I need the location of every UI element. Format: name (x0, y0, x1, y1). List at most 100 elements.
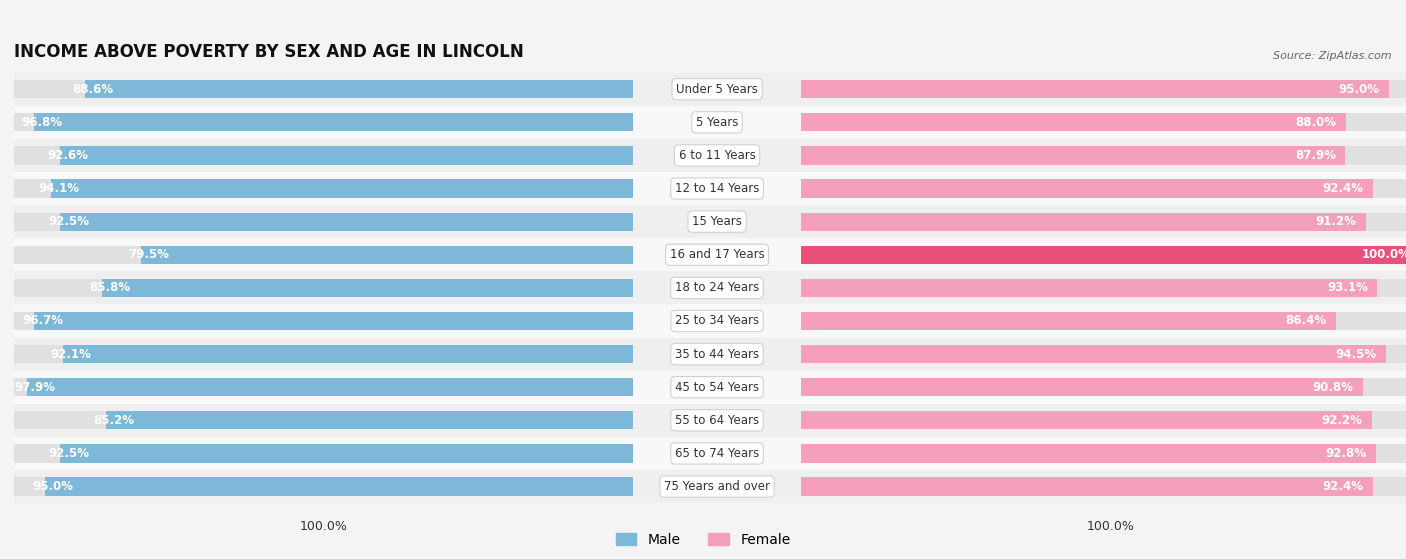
Text: 85.2%: 85.2% (93, 414, 134, 427)
Bar (14, 477, 633, 496)
Bar (14, 437, 633, 470)
Bar (101, 279, 633, 297)
Text: 87.9%: 87.9% (1295, 149, 1336, 162)
Bar (633, 404, 801, 437)
Bar (801, 113, 1406, 131)
Bar (633, 305, 801, 338)
Bar (141, 245, 633, 264)
Bar (801, 371, 1406, 404)
Text: 75 Years and over: 75 Years and over (664, 480, 770, 493)
Bar (14, 371, 633, 404)
Bar (801, 404, 1406, 437)
Legend: Male, Female: Male, Female (610, 527, 796, 552)
Bar (633, 139, 801, 172)
Bar (633, 437, 801, 470)
Text: 100.0%: 100.0% (1087, 520, 1135, 533)
Bar (14, 345, 633, 363)
Bar (14, 271, 633, 305)
Bar (801, 411, 1372, 429)
Text: 92.5%: 92.5% (48, 447, 89, 460)
Text: 97.9%: 97.9% (14, 381, 56, 394)
Bar (14, 312, 633, 330)
Text: 94.1%: 94.1% (38, 182, 79, 195)
Text: 45 to 54 Years: 45 to 54 Years (675, 381, 759, 394)
Text: 92.4%: 92.4% (1323, 182, 1364, 195)
Text: 15 Years: 15 Years (692, 215, 742, 228)
Bar (801, 146, 1346, 164)
Text: 92.2%: 92.2% (1322, 414, 1362, 427)
Bar (801, 146, 1406, 164)
Bar (633, 106, 801, 139)
Bar (34, 113, 633, 131)
Text: 95.0%: 95.0% (32, 480, 73, 493)
Bar (801, 73, 1406, 106)
Bar (14, 205, 633, 238)
Text: 6 to 11 Years: 6 to 11 Years (679, 149, 755, 162)
Bar (801, 345, 1386, 363)
Bar (801, 80, 1406, 98)
Bar (633, 371, 801, 404)
Bar (633, 271, 801, 305)
Bar (45, 477, 633, 496)
Text: 65 to 74 Years: 65 to 74 Years (675, 447, 759, 460)
Bar (801, 139, 1406, 172)
Text: 100.0%: 100.0% (1362, 248, 1406, 261)
Bar (801, 238, 1406, 271)
Bar (633, 470, 801, 503)
Bar (14, 73, 633, 106)
Bar (84, 80, 633, 98)
Text: 95.0%: 95.0% (1339, 83, 1379, 96)
Bar (14, 338, 633, 371)
Text: Source: ZipAtlas.com: Source: ZipAtlas.com (1274, 51, 1392, 61)
Bar (14, 106, 633, 139)
Text: 35 to 44 Years: 35 to 44 Years (675, 348, 759, 361)
Bar (27, 378, 633, 396)
Bar (14, 238, 633, 271)
Bar (633, 73, 801, 106)
Bar (633, 205, 801, 238)
Text: 96.8%: 96.8% (21, 116, 63, 129)
Bar (801, 305, 1406, 338)
Bar (801, 212, 1406, 231)
Bar (801, 312, 1336, 330)
Bar (801, 245, 1406, 264)
Bar (801, 271, 1406, 305)
Bar (801, 279, 1406, 297)
Text: 96.7%: 96.7% (22, 315, 63, 328)
Bar (14, 411, 633, 429)
Bar (14, 212, 633, 231)
Bar (63, 345, 633, 363)
Bar (801, 179, 1374, 198)
Bar (51, 179, 633, 198)
Bar (801, 113, 1346, 131)
Bar (14, 470, 633, 503)
Bar (105, 411, 633, 429)
Bar (801, 437, 1406, 470)
Bar (35, 312, 633, 330)
Bar (14, 444, 633, 462)
Bar (801, 279, 1378, 297)
Text: 92.8%: 92.8% (1326, 447, 1367, 460)
Bar (60, 444, 633, 462)
Bar (14, 179, 633, 198)
Text: 55 to 64 Years: 55 to 64 Years (675, 414, 759, 427)
Text: 12 to 14 Years: 12 to 14 Years (675, 182, 759, 195)
Text: 92.4%: 92.4% (1323, 480, 1364, 493)
Bar (14, 172, 633, 205)
Text: INCOME ABOVE POVERTY BY SEX AND AGE IN LINCOLN: INCOME ABOVE POVERTY BY SEX AND AGE IN L… (14, 44, 524, 61)
Text: 92.5%: 92.5% (48, 215, 89, 228)
Text: 85.8%: 85.8% (90, 281, 131, 295)
Bar (14, 378, 633, 396)
Bar (60, 212, 633, 231)
Text: 5 Years: 5 Years (696, 116, 738, 129)
Text: 16 and 17 Years: 16 and 17 Years (669, 248, 765, 261)
Bar (633, 338, 801, 371)
Bar (801, 477, 1374, 496)
Bar (801, 172, 1406, 205)
Text: 79.5%: 79.5% (128, 248, 170, 261)
Text: 88.0%: 88.0% (1295, 116, 1337, 129)
Bar (801, 378, 1406, 396)
Bar (801, 470, 1406, 503)
Bar (60, 146, 633, 164)
Bar (14, 404, 633, 437)
